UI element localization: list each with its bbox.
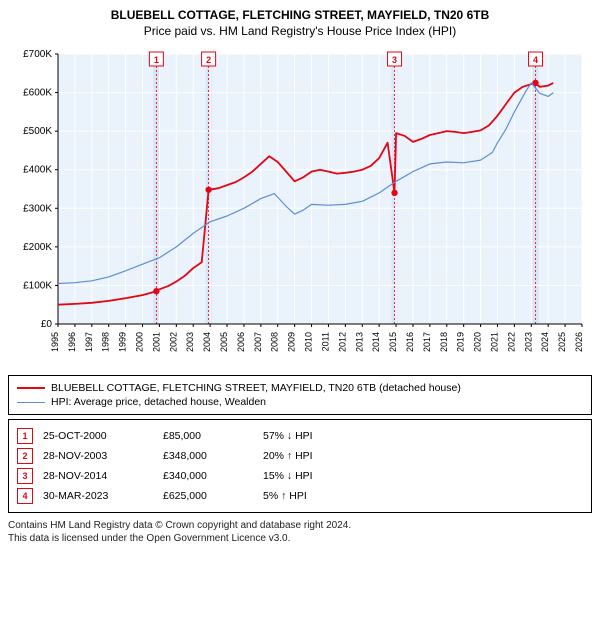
sale-delta: 20% ↑ HPI [263, 450, 353, 462]
svg-text:2011: 2011 [320, 332, 330, 351]
legend-label: BLUEBELL COTTAGE, FLETCHING STREET, MAYF… [51, 382, 461, 394]
sale-marker-icon: 1 [17, 428, 33, 444]
svg-text:2012: 2012 [337, 332, 347, 352]
legend-row: BLUEBELL COTTAGE, FLETCHING STREET, MAYF… [17, 382, 583, 394]
svg-text:2013: 2013 [354, 332, 364, 352]
svg-text:2004: 2004 [202, 332, 212, 352]
svg-text:£0: £0 [41, 319, 53, 330]
legend-swatch [17, 402, 45, 403]
svg-text:2008: 2008 [270, 332, 280, 352]
footer-line-2: This data is licensed under the Open Gov… [8, 532, 592, 545]
svg-text:2016: 2016 [405, 332, 415, 352]
svg-text:2021: 2021 [489, 332, 499, 352]
svg-text:4: 4 [533, 55, 538, 65]
sale-price: £625,000 [163, 490, 253, 502]
svg-text:2007: 2007 [253, 332, 263, 352]
svg-text:2020: 2020 [473, 332, 483, 352]
svg-text:2003: 2003 [185, 332, 195, 352]
sale-date: 30-MAR-2023 [43, 490, 153, 502]
sales-table: 1 25-OCT-2000 £85,000 57% ↓ HPI 2 28-NOV-2003… [8, 419, 592, 513]
sale-row: 1 25-OCT-2000 £85,000 57% ↓ HPI [17, 428, 583, 444]
svg-text:2025: 2025 [557, 332, 567, 352]
svg-text:1996: 1996 [67, 332, 77, 352]
sale-price: £348,000 [163, 450, 253, 462]
legend-label: HPI: Average price, detached house, Weal… [51, 396, 266, 408]
sale-row: 2 28-NOV-2003 £348,000 20% ↑ HPI [17, 448, 583, 464]
svg-text:2023: 2023 [523, 332, 533, 352]
svg-text:2000: 2000 [135, 332, 145, 352]
svg-text:2026: 2026 [574, 332, 584, 352]
svg-text:2006: 2006 [236, 332, 246, 352]
sale-marker-icon: 4 [17, 488, 33, 504]
svg-text:£600K: £600K [23, 88, 52, 99]
svg-text:£400K: £400K [23, 165, 52, 176]
price-chart: £0 £100K £200K £300K £400K £500K £600K £700K 199… [8, 44, 592, 364]
svg-text:3: 3 [392, 55, 397, 65]
svg-text:1997: 1997 [84, 332, 94, 352]
svg-text:2015: 2015 [388, 332, 398, 352]
sale-date: 28-NOV-2014 [43, 470, 153, 482]
svg-text:£200K: £200K [23, 242, 52, 253]
svg-text:£500K: £500K [23, 126, 52, 137]
sale-row: 4 30-MAR-2023 £625,000 5% ↑ HPI [17, 488, 583, 504]
svg-text:1995: 1995 [50, 332, 60, 352]
sale-price: £340,000 [163, 470, 253, 482]
svg-text:£100K: £100K [23, 280, 52, 291]
svg-text:2022: 2022 [506, 332, 516, 352]
svg-text:1998: 1998 [101, 332, 111, 352]
svg-text:£700K: £700K [23, 49, 52, 60]
svg-text:2001: 2001 [151, 332, 161, 352]
sale-delta: 5% ↑ HPI [263, 490, 353, 502]
svg-text:1: 1 [154, 55, 159, 65]
chart-subtitle: Price paid vs. HM Land Registry's House … [8, 24, 592, 38]
sale-row: 3 28-NOV-2014 £340,000 15% ↓ HPI [17, 468, 583, 484]
svg-text:2024: 2024 [540, 332, 550, 352]
svg-text:£300K: £300K [23, 203, 52, 214]
sale-date: 28-NOV-2003 [43, 450, 153, 462]
sale-marker-icon: 2 [17, 448, 33, 464]
chart-title: BLUEBELL COTTAGE, FLETCHING STREET, MAYF… [8, 8, 592, 22]
svg-text:2018: 2018 [439, 332, 449, 352]
svg-text:2014: 2014 [371, 332, 381, 352]
svg-text:2019: 2019 [456, 332, 466, 352]
sale-price: £85,000 [163, 430, 253, 442]
svg-text:1999: 1999 [118, 332, 128, 352]
sale-delta: 15% ↓ HPI [263, 470, 353, 482]
svg-text:2009: 2009 [287, 332, 297, 352]
svg-text:2: 2 [206, 55, 211, 65]
svg-text:2005: 2005 [219, 332, 229, 352]
legend-row: HPI: Average price, detached house, Weal… [17, 396, 583, 408]
footer-attribution: Contains HM Land Registry data © Crown c… [8, 519, 592, 545]
sale-marker-icon: 3 [17, 468, 33, 484]
legend-swatch [17, 387, 45, 389]
sale-delta: 57% ↓ HPI [263, 430, 353, 442]
chart-container: £0 £100K £200K £300K £400K £500K £600K £700K 199… [8, 44, 592, 369]
svg-text:2017: 2017 [422, 332, 432, 352]
svg-text:2010: 2010 [304, 332, 314, 352]
footer-line-1: Contains HM Land Registry data © Crown c… [8, 519, 592, 532]
legend: BLUEBELL COTTAGE, FLETCHING STREET, MAYF… [8, 375, 592, 415]
sale-date: 25-OCT-2000 [43, 430, 153, 442]
svg-text:2002: 2002 [168, 332, 178, 352]
